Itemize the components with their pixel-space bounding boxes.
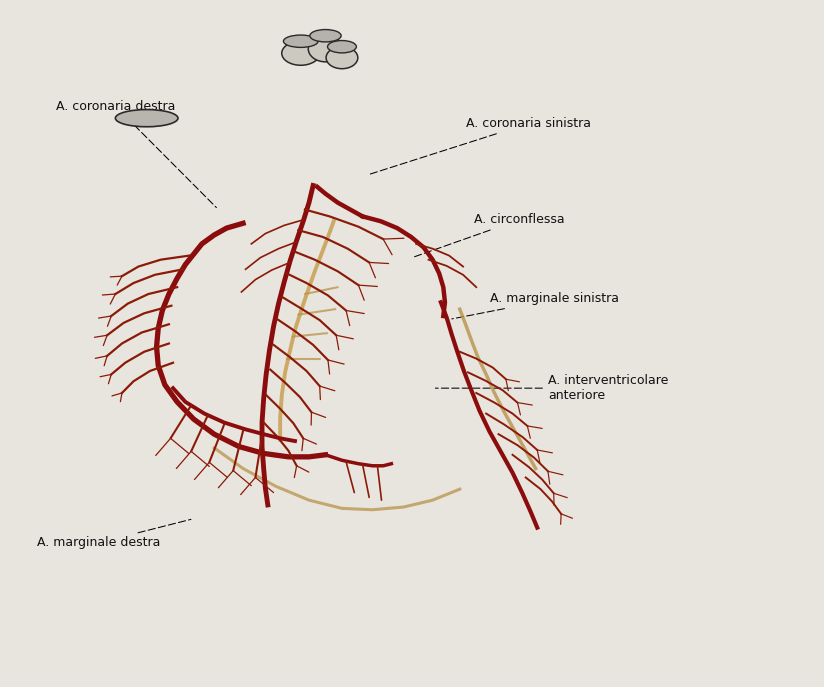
Ellipse shape bbox=[282, 41, 320, 65]
Text: A. marginale sinistra: A. marginale sinistra bbox=[452, 293, 620, 319]
Ellipse shape bbox=[310, 30, 341, 42]
Ellipse shape bbox=[326, 47, 358, 69]
Ellipse shape bbox=[308, 36, 343, 62]
Ellipse shape bbox=[283, 35, 318, 47]
Text: A. circonflessa: A. circonflessa bbox=[414, 214, 564, 257]
Text: A. marginale destra: A. marginale destra bbox=[37, 519, 191, 549]
Ellipse shape bbox=[115, 109, 178, 126]
Text: A. coronaria sinistra: A. coronaria sinistra bbox=[369, 117, 591, 174]
Ellipse shape bbox=[327, 41, 357, 53]
Text: A. coronaria destra: A. coronaria destra bbox=[56, 100, 217, 207]
Text: A. interventricolare
anteriore: A. interventricolare anteriore bbox=[435, 374, 668, 402]
